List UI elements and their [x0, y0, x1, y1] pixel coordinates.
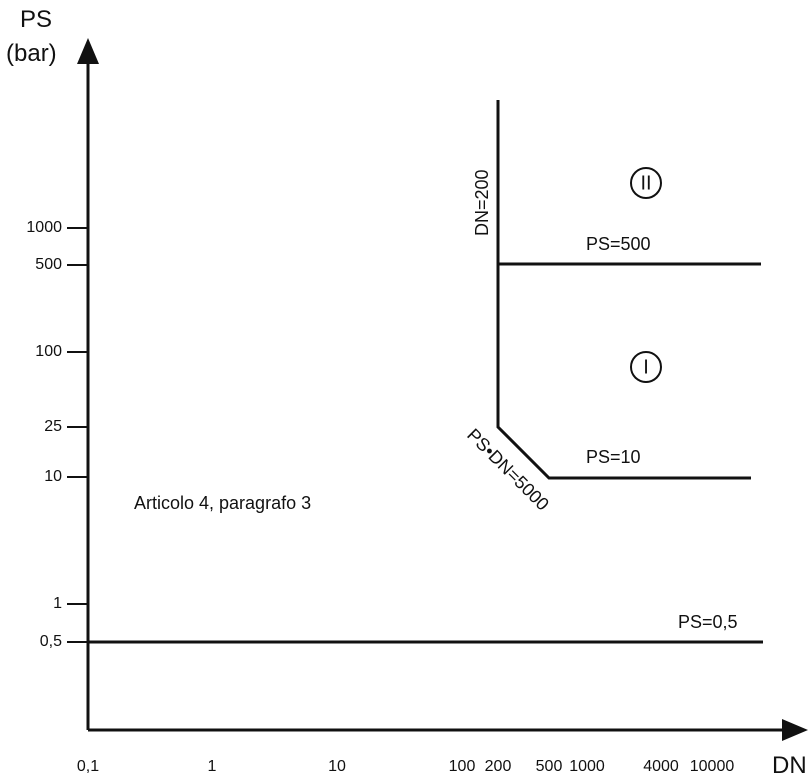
x-tick-label: 500	[536, 758, 563, 775]
category-boundary	[496, 100, 751, 480]
x-tick-label: 1000	[569, 758, 605, 775]
category-ii-marker: II	[630, 167, 662, 199]
y-tick-label: 500	[35, 256, 62, 273]
ps-05-label: PS=0,5	[678, 612, 738, 632]
category-i-label: I	[643, 356, 649, 378]
y-tick-label: 25	[44, 418, 62, 435]
x-tick-label: 10	[328, 758, 346, 775]
y-tick-marks	[67, 227, 88, 643]
y-tick-label: 1000	[26, 219, 62, 236]
dn-200-label: DN=200	[472, 169, 492, 236]
x-tick-labels: 0,1 1 10 100 200 500 1000 4000 10000	[77, 758, 734, 775]
x-tick-label: 4000	[643, 758, 679, 775]
axes	[86, 50, 795, 732]
ps-10-label: PS=10	[586, 447, 641, 467]
category-ii-label: II	[640, 172, 651, 194]
x-tick-label: 0,1	[77, 758, 99, 775]
x-tick-label: 10000	[690, 758, 735, 775]
y-tick-label: 0,5	[40, 633, 62, 650]
boundary-lines	[88, 100, 763, 644]
y-tick-label: 1	[53, 595, 62, 612]
x-axis-arrow	[782, 719, 808, 741]
y-tick-label: 100	[35, 343, 62, 360]
y-axis-arrow	[77, 38, 99, 64]
x-tick-label: 1	[208, 758, 217, 775]
x-tick-label: 100	[449, 758, 476, 775]
article-note: Articolo 4, paragrafo 3	[134, 493, 311, 513]
y-axis-unit: (bar)	[6, 40, 57, 67]
category-ii-circle	[630, 167, 662, 199]
category-i-marker: I	[630, 351, 662, 383]
category-i-circle	[630, 351, 662, 383]
y-tick-labels: 1000 500 100 25 10 1 0,5	[26, 219, 62, 650]
y-axis-title: PS	[20, 6, 52, 33]
x-axis-title: DN	[772, 752, 807, 779]
y-tick-label: 10	[44, 468, 62, 485]
x-tick-label: 200	[485, 758, 512, 775]
ps-500-label: PS=500	[586, 234, 651, 254]
